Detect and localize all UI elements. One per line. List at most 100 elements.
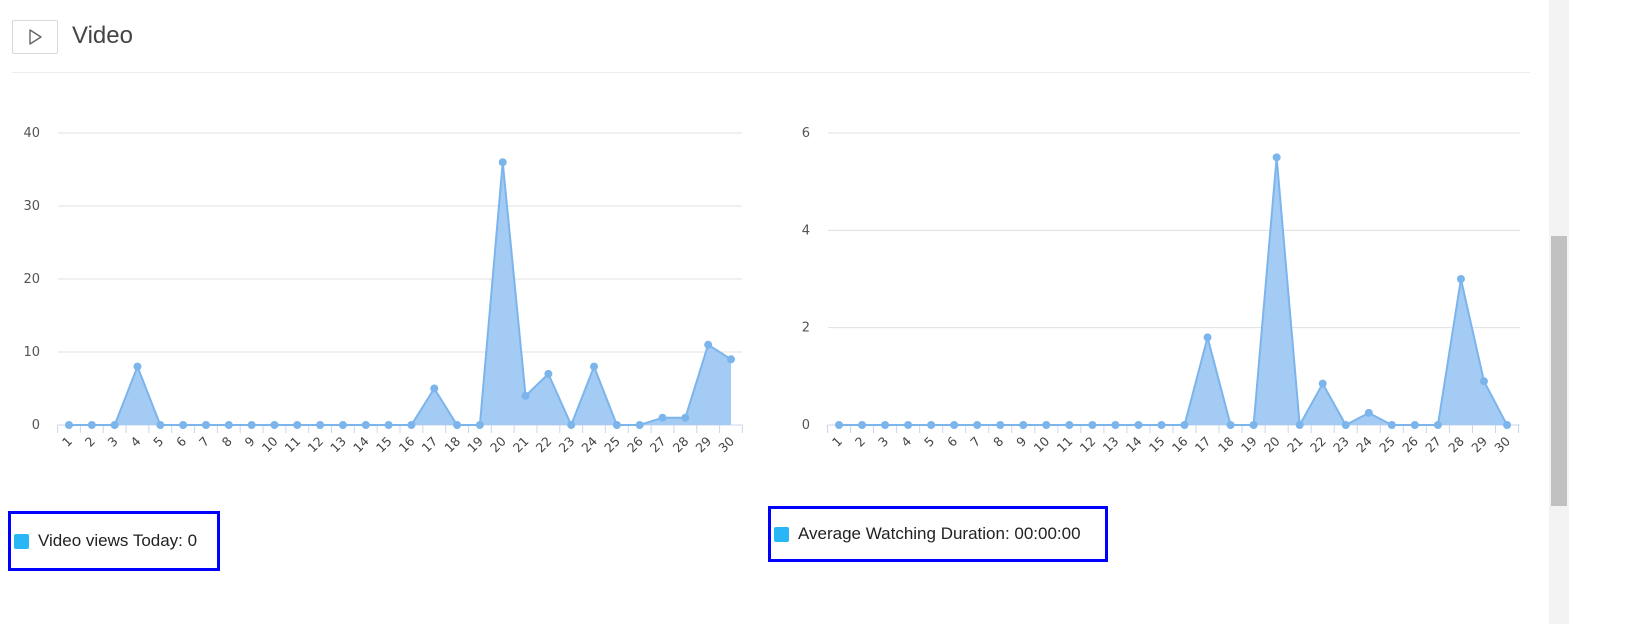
x-tick-label: 29 xyxy=(692,433,714,455)
x-tick-label: 23 xyxy=(555,434,577,456)
play-button[interactable] xyxy=(12,20,58,54)
x-tick-label: 1 xyxy=(59,434,75,450)
series-area xyxy=(69,162,731,425)
data-point xyxy=(635,421,644,429)
x-tick-label: 30 xyxy=(715,433,737,455)
y-tick-label: 6 xyxy=(802,126,810,141)
section-header: Video xyxy=(0,0,1560,78)
x-tick-label: 25 xyxy=(601,434,623,456)
x-tick-label: 28 xyxy=(670,433,692,455)
data-point xyxy=(430,384,439,393)
data-point xyxy=(247,421,256,429)
legend-average-watching-duration[interactable]: Average Watching Duration: 00:00:00 xyxy=(768,506,1108,562)
data-point xyxy=(384,421,393,429)
x-tick-label: 15 xyxy=(1146,434,1168,456)
data-point xyxy=(1157,421,1166,429)
x-tick-label: 11 xyxy=(1054,434,1076,456)
data-point xyxy=(179,421,188,429)
y-tick-label: 0 xyxy=(802,418,810,433)
x-tick-label: 24 xyxy=(578,433,600,455)
data-point xyxy=(1065,421,1074,429)
series-line xyxy=(69,162,732,428)
x-tick-label: 8 xyxy=(990,433,1006,449)
x-tick-label: 17 xyxy=(419,434,441,456)
x-tick-label: 16 xyxy=(1169,433,1191,455)
data-point xyxy=(361,421,370,429)
x-tick-label: 18 xyxy=(1215,433,1237,455)
x-tick-label: 13 xyxy=(1100,434,1122,456)
data-point xyxy=(996,421,1005,429)
y-tick-label: 0 xyxy=(32,418,40,433)
data-point xyxy=(201,421,210,429)
scrollbar-thumb[interactable] xyxy=(1551,236,1567,506)
data-point xyxy=(1387,421,1396,429)
x-tick-label: 2 xyxy=(852,434,868,450)
x-tick-label: 16 xyxy=(396,433,418,455)
data-point xyxy=(1433,421,1442,429)
data-point xyxy=(316,421,325,429)
data-point xyxy=(973,421,982,429)
data-point xyxy=(612,421,621,429)
data-point xyxy=(133,362,142,371)
x-tick-label: 27 xyxy=(647,434,669,456)
data-point xyxy=(453,421,462,429)
data-point xyxy=(567,421,576,429)
x-tick-label: 19 xyxy=(1238,433,1260,455)
x-tick-label: 9 xyxy=(1013,433,1029,449)
x-tick-label: 20 xyxy=(1261,433,1283,455)
y-tick-label: 20 xyxy=(23,272,40,287)
x-tick-label: 5 xyxy=(921,434,937,450)
video-views-chart: 0 10 20 30 40 1 2 3 4 5 6 7 8 9 10 11 12 13 14 15 16 17 18 19 20… xyxy=(0,100,760,470)
x-tick-label: 11 xyxy=(282,434,304,456)
data-point xyxy=(1456,275,1465,283)
data-point xyxy=(904,421,913,429)
x-tick-label: 12 xyxy=(304,434,326,456)
x-tick-label: 7 xyxy=(967,434,983,450)
legend-swatch xyxy=(14,533,29,549)
data-point xyxy=(950,421,959,429)
x-tick-label: 3 xyxy=(105,434,121,450)
data-point xyxy=(681,413,690,422)
data-point xyxy=(521,391,530,400)
legend-video-views[interactable]: Video views Today: 0 xyxy=(8,511,220,571)
x-tick-label: 26 xyxy=(1399,433,1421,455)
x-tick-label: 15 xyxy=(373,434,395,456)
data-point xyxy=(1503,421,1511,429)
x-tick-label: 19 xyxy=(464,433,486,455)
data-point xyxy=(270,421,279,429)
y-tick-label: 40 xyxy=(23,126,40,141)
data-point xyxy=(704,340,713,349)
x-tick-label: 14 xyxy=(1123,433,1145,455)
x-tick-label: 20 xyxy=(487,433,509,455)
data-point xyxy=(1479,377,1488,386)
x-tick-label: 4 xyxy=(127,433,143,449)
x-tick-label: 21 xyxy=(510,434,532,456)
data-point xyxy=(1019,421,1028,429)
data-point xyxy=(1226,421,1235,429)
data-point xyxy=(1341,421,1350,429)
data-point xyxy=(224,421,233,429)
data-point xyxy=(1249,421,1258,429)
x-tick-label: 2 xyxy=(82,434,98,450)
data-point xyxy=(1042,421,1051,429)
x-tick-label: 6 xyxy=(173,433,189,449)
x-tick-label: 28 xyxy=(1445,433,1467,455)
y-tick-label: 30 xyxy=(23,199,40,214)
x-tick-label: 9 xyxy=(242,433,258,449)
legend-label: Average Watching Duration: 00:00:00 xyxy=(798,524,1081,543)
data-point xyxy=(858,421,867,429)
x-tick-label: 18 xyxy=(441,433,463,455)
data-point xyxy=(293,421,302,429)
x-tick-label: 17 xyxy=(1192,434,1214,456)
data-point xyxy=(1364,408,1373,417)
x-tick-label: 29 xyxy=(1468,433,1490,455)
data-point xyxy=(407,421,416,429)
x-tick-label: 8 xyxy=(219,433,235,449)
avg-watching-duration-chart: 0 2 4 6 1 2 3 4 5 6 7 8 9 10 11 12 13 14 15 16 17 18 19 20 21 22 2… xyxy=(770,100,1530,470)
data-point xyxy=(1295,421,1304,429)
x-tick-label: 10 xyxy=(1031,433,1053,455)
x-tick-label: 22 xyxy=(533,434,555,456)
x-tick-label: 1 xyxy=(829,434,845,450)
